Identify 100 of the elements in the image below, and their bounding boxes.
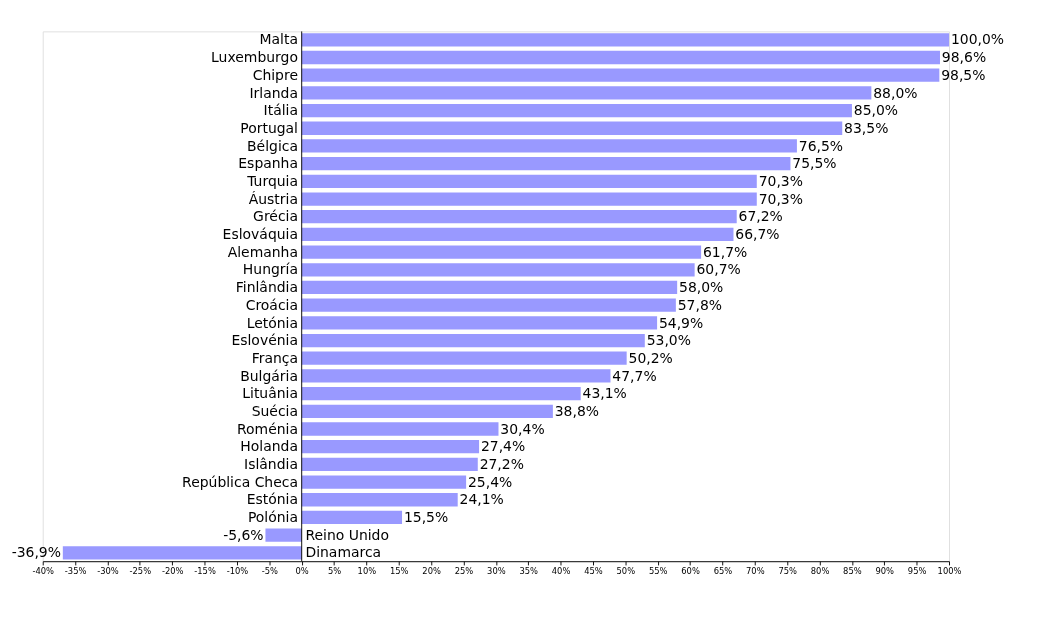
x-tick-label: 65%: [713, 565, 733, 576]
bar: [301, 210, 737, 224]
y-tick-label: Estónia: [246, 491, 298, 508]
bar: [301, 298, 676, 312]
data-label: 58,0%: [679, 279, 724, 296]
data-label: 85,0%: [853, 102, 899, 119]
x-tick-label: -10%: [226, 565, 249, 576]
y-tick-label: Chipre: [252, 66, 298, 83]
y-tick-label: Roménia: [237, 420, 298, 437]
y-tick-label: Finlândia: [235, 279, 298, 296]
bar: [301, 157, 791, 171]
bar: [301, 440, 480, 454]
data-label: 61,7%: [702, 243, 748, 260]
x-tick-label: 30%: [487, 565, 506, 576]
data-label: 60,7%: [696, 261, 741, 278]
data-label: 67,2%: [738, 208, 783, 225]
x-tick-label: 50%: [616, 565, 636, 576]
x-tick-label: -30%: [97, 565, 119, 576]
data-label: 47,7%: [612, 367, 657, 384]
y-tick-label: Hungría: [242, 261, 298, 278]
bar: [301, 333, 645, 348]
x-tick-label: -25%: [129, 565, 152, 576]
bar: [301, 121, 843, 135]
data-label: 57,8%: [677, 296, 723, 313]
data-label: -36,9%: [11, 544, 61, 561]
data-label: 76,5%: [798, 137, 844, 154]
x-tick-label: 75%: [778, 565, 798, 576]
bar: [301, 510, 403, 525]
x-tick-label: 5%: [327, 565, 342, 576]
data-label: 50,2%: [628, 349, 673, 366]
bar: [301, 33, 950, 47]
x-tick-label: 15%: [389, 565, 409, 576]
bar: [301, 174, 757, 188]
x-tick-label: 80%: [810, 565, 830, 576]
data-label: 75,5%: [792, 155, 837, 172]
y-tick-label: Dinamarca: [305, 544, 382, 561]
data-label: 30,4%: [500, 420, 545, 437]
x-tick-label: 0%: [295, 565, 309, 576]
x-tick-label: 55%: [648, 565, 668, 576]
data-label: -5,6%: [223, 526, 264, 543]
bar: [301, 103, 852, 118]
y-tick-label: Islândia: [244, 456, 298, 473]
x-tick-label: 90%: [875, 565, 895, 576]
bar: [301, 404, 553, 418]
data-label: 27,4%: [480, 438, 526, 455]
bar: [301, 351, 627, 365]
data-label: 25,4%: [467, 473, 513, 490]
data-label: 98,6%: [941, 49, 987, 66]
data-label: 88,0%: [873, 84, 918, 101]
y-tick-label: Irlanda: [249, 84, 298, 101]
data-label: 27,2%: [479, 456, 524, 473]
x-tick-label: 20%: [422, 565, 441, 576]
bar: [301, 227, 734, 242]
y-tick-label: Holanda: [240, 438, 298, 455]
bar: [301, 316, 658, 330]
data-label: 24,1%: [459, 491, 504, 508]
bar: [301, 263, 695, 277]
y-tick-label: Portugal: [240, 119, 298, 136]
y-tick-label: Itália: [263, 102, 298, 119]
y-tick-label: Eslováquia: [222, 226, 298, 243]
data-label: 70,3%: [758, 190, 803, 207]
y-tick-label: Bulgária: [240, 367, 298, 384]
bar: [62, 546, 302, 560]
y-tick-label: Luxemburgo: [211, 49, 298, 66]
data-label: 38,8%: [554, 402, 600, 419]
x-tick-label: 10%: [357, 565, 377, 576]
y-tick-label: Espanha: [238, 155, 298, 172]
y-tick-label: França: [251, 349, 298, 366]
y-tick-label: Lituânia: [242, 385, 298, 402]
bar: [301, 50, 940, 65]
bar: [301, 369, 611, 383]
x-tick-label: 35%: [519, 565, 539, 576]
x-tick-label: -40%: [32, 565, 55, 576]
data-label: 70,3%: [758, 172, 803, 189]
bar: [301, 68, 940, 82]
data-label: 54,9%: [658, 314, 704, 331]
data-label: 83,5%: [844, 119, 889, 136]
data-label: 98,5%: [941, 66, 986, 83]
y-tick-label: Letónia: [246, 314, 298, 331]
x-tick-label: 95%: [907, 565, 927, 576]
x-tick-label: -35%: [64, 565, 87, 576]
bar: [301, 280, 678, 295]
bar: [301, 493, 458, 507]
bar: [301, 245, 702, 259]
x-tick-label: 40%: [551, 565, 571, 576]
x-tick-label: -5%: [261, 565, 278, 576]
bar: [301, 475, 467, 489]
x-tick-label: 85%: [843, 565, 862, 576]
y-tick-label: Turquia: [246, 172, 298, 189]
data-label: 66,7%: [735, 226, 780, 243]
y-tick-label: Grécia: [253, 208, 298, 225]
y-tick-label: Croácia: [245, 296, 298, 313]
x-tick-label: 60%: [681, 565, 700, 576]
y-tick-label: Bélgica: [247, 137, 298, 154]
x-tick-label: 70%: [746, 565, 765, 576]
y-tick-label: Malta: [259, 31, 298, 48]
x-tick-label: 45%: [584, 565, 603, 576]
bar: [301, 192, 757, 206]
x-tick-label: 25%: [454, 565, 474, 576]
bar: [301, 457, 478, 472]
